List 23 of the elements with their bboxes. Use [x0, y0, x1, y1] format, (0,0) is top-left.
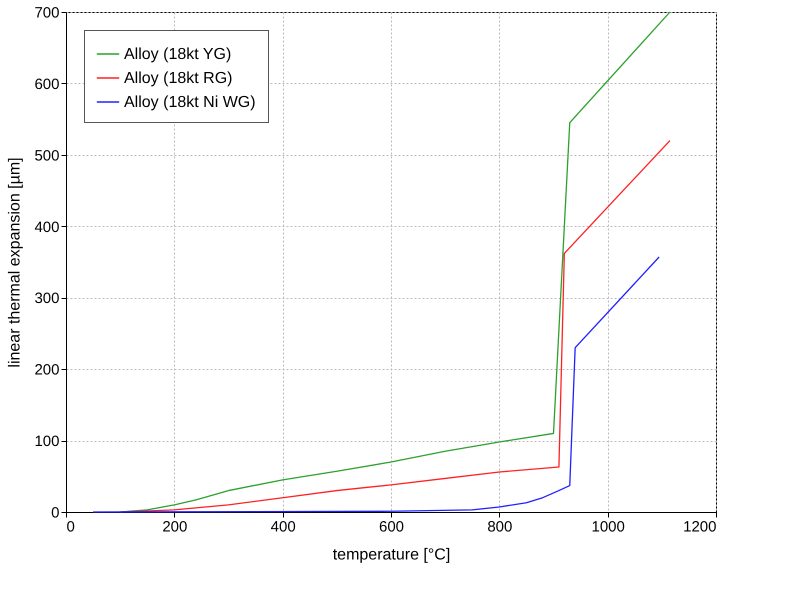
y-tick-label: 700 [34, 4, 60, 22]
y-tick-label: 100 [34, 433, 60, 450]
x-tick-label: 400 [270, 518, 296, 536]
y-axis-title: linear thermal expansion [µm] [6, 157, 24, 368]
y-tick-label: 400 [34, 218, 60, 236]
x-tick-label: 1000 [591, 518, 625, 536]
y-tick-label: 200 [34, 362, 60, 379]
line-series [120, 140, 671, 513]
legend-label: Alloy (18kt YG) [124, 46, 232, 63]
y-tick-label: 500 [34, 147, 60, 164]
legend-label: Alloy (18kt Ni WG) [124, 94, 256, 111]
y-tick-label: 600 [34, 76, 60, 93]
y-tick-label: 300 [34, 290, 60, 308]
y-tick-label: 0 [51, 504, 60, 522]
line-series [92, 256, 660, 513]
legend-label: Alloy (18kt RG) [124, 70, 232, 87]
x-axis-title: temperature [°C] [332, 546, 450, 564]
x-tick-label: 600 [378, 518, 404, 536]
x-tick-label: 800 [487, 518, 512, 536]
x-tick-label: 0 [66, 518, 75, 536]
line-series [120, 11, 671, 513]
x-tick-label: 200 [162, 518, 188, 536]
x-tick-label: 1200 [683, 518, 716, 536]
